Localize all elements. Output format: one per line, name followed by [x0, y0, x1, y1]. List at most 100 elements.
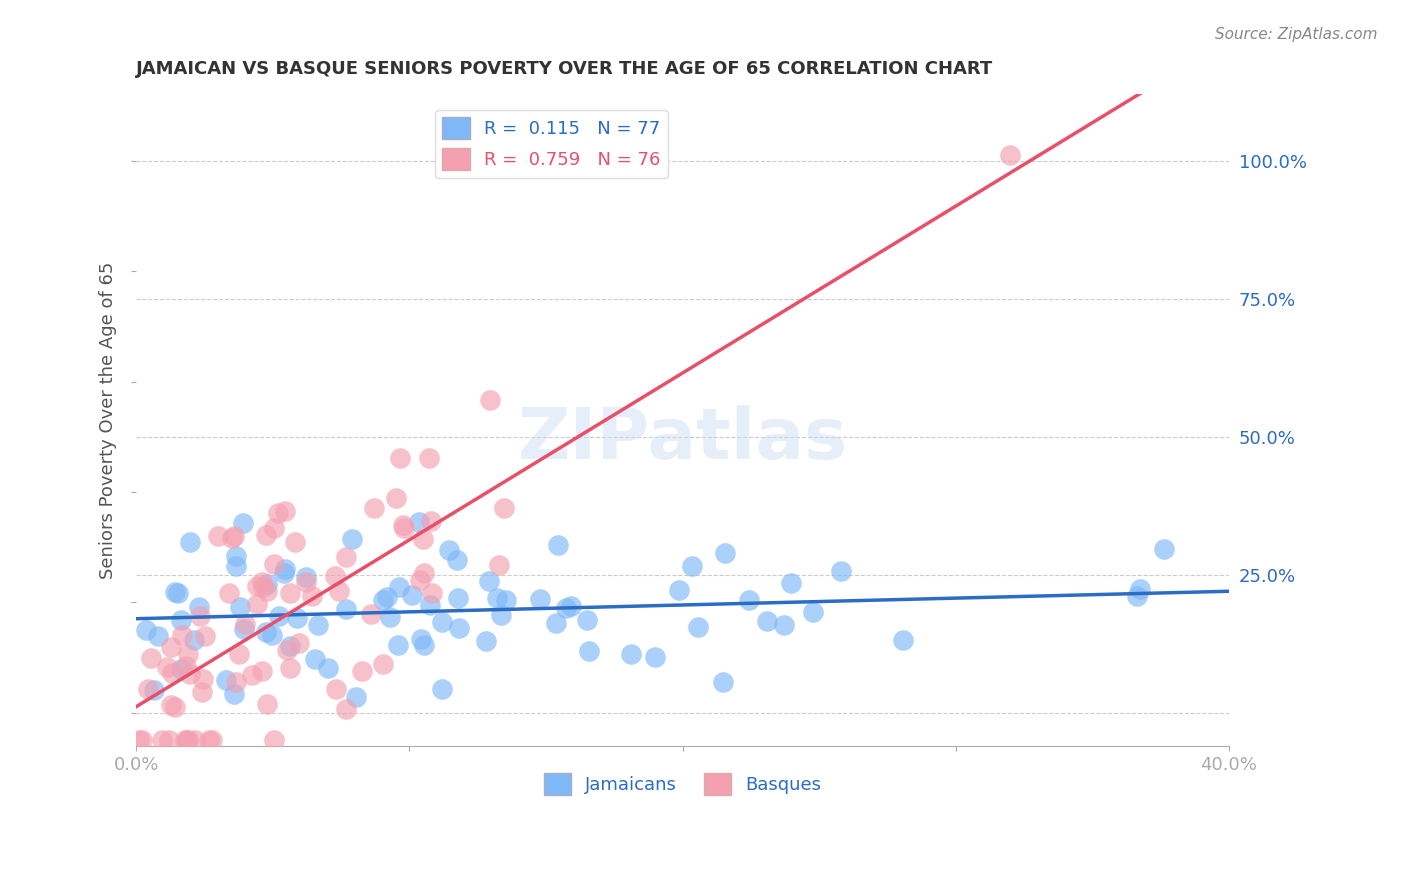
- Point: [170, 662, 193, 676]
- Point: [439, 543, 461, 558]
- Point: [547, 537, 569, 551]
- Point: [193, 672, 215, 686]
- Point: [160, 698, 183, 712]
- Point: [295, 574, 318, 589]
- Point: [191, 685, 214, 699]
- Point: [401, 588, 423, 602]
- Point: [389, 450, 412, 465]
- Point: [179, 535, 201, 549]
- Point: [207, 529, 229, 543]
- Point: [323, 569, 346, 583]
- Point: [246, 597, 269, 611]
- Point: [1000, 148, 1022, 162]
- Point: [495, 592, 517, 607]
- Point: [263, 557, 285, 571]
- Point: [1153, 541, 1175, 556]
- Point: [1125, 589, 1147, 603]
- Point: [686, 620, 709, 634]
- Point: [187, 600, 209, 615]
- Point: [392, 521, 415, 535]
- Point: [131, 733, 153, 747]
- Point: [412, 566, 434, 580]
- Point: [412, 533, 434, 547]
- Text: JAMAICAN VS BASQUE SENIORS POVERTY OVER THE AGE OF 65 CORRELATION CHART: JAMAICAN VS BASQUE SENIORS POVERTY OVER …: [136, 60, 994, 78]
- Point: [263, 733, 285, 747]
- Point: [135, 624, 157, 638]
- Point: [225, 549, 247, 563]
- Point: [160, 666, 183, 681]
- Point: [420, 586, 443, 600]
- Point: [194, 629, 217, 643]
- Point: [1129, 582, 1152, 596]
- Point: [325, 682, 347, 697]
- Point: [413, 638, 436, 652]
- Point: [250, 575, 273, 590]
- Point: [711, 674, 734, 689]
- Point: [328, 584, 350, 599]
- Point: [449, 621, 471, 635]
- Point: [267, 608, 290, 623]
- Point: [184, 733, 207, 747]
- Point: [198, 733, 221, 747]
- Point: [489, 607, 512, 622]
- Point: [233, 617, 256, 632]
- Point: [142, 683, 165, 698]
- Point: [430, 615, 453, 630]
- Point: [418, 451, 440, 466]
- Point: [316, 661, 339, 675]
- Point: [387, 638, 409, 652]
- Point: [177, 733, 200, 747]
- Point: [772, 618, 794, 632]
- Point: [555, 601, 578, 615]
- Point: [256, 697, 278, 711]
- Point: [301, 589, 323, 603]
- Text: ZIPatlas: ZIPatlas: [517, 405, 848, 475]
- Point: [485, 591, 508, 605]
- Point: [447, 591, 470, 605]
- Point: [256, 584, 278, 599]
- Point: [350, 664, 373, 678]
- Point: [170, 614, 193, 628]
- Point: [228, 600, 250, 615]
- Point: [136, 682, 159, 697]
- Point: [267, 506, 290, 520]
- Point: [295, 570, 318, 584]
- Point: [478, 574, 501, 588]
- Point: [240, 668, 263, 682]
- Point: [222, 687, 245, 701]
- Point: [430, 681, 453, 696]
- Point: [681, 559, 703, 574]
- Point: [780, 576, 803, 591]
- Point: [254, 528, 277, 542]
- Point: [166, 586, 188, 600]
- Point: [371, 593, 394, 607]
- Point: [891, 633, 914, 648]
- Point: [529, 591, 551, 606]
- Point: [278, 661, 301, 675]
- Point: [371, 657, 394, 671]
- Point: [157, 733, 180, 747]
- Y-axis label: Seniors Poverty Over the Age of 65: Seniors Poverty Over the Age of 65: [100, 261, 117, 579]
- Point: [256, 577, 278, 591]
- Point: [620, 647, 643, 661]
- Point: [360, 607, 382, 621]
- Point: [304, 652, 326, 666]
- Point: [278, 586, 301, 600]
- Point: [560, 599, 582, 613]
- Point: [668, 582, 690, 597]
- Point: [139, 651, 162, 665]
- Point: [644, 649, 666, 664]
- Point: [388, 580, 411, 594]
- Point: [274, 562, 297, 576]
- Point: [218, 585, 240, 599]
- Point: [408, 515, 430, 529]
- Point: [160, 640, 183, 654]
- Text: Source: ZipAtlas.com: Source: ZipAtlas.com: [1215, 27, 1378, 42]
- Point: [288, 636, 311, 650]
- Point: [201, 733, 224, 747]
- Point: [163, 584, 186, 599]
- Point: [246, 579, 269, 593]
- Point: [544, 615, 567, 630]
- Point: [150, 733, 173, 747]
- Point: [801, 605, 824, 619]
